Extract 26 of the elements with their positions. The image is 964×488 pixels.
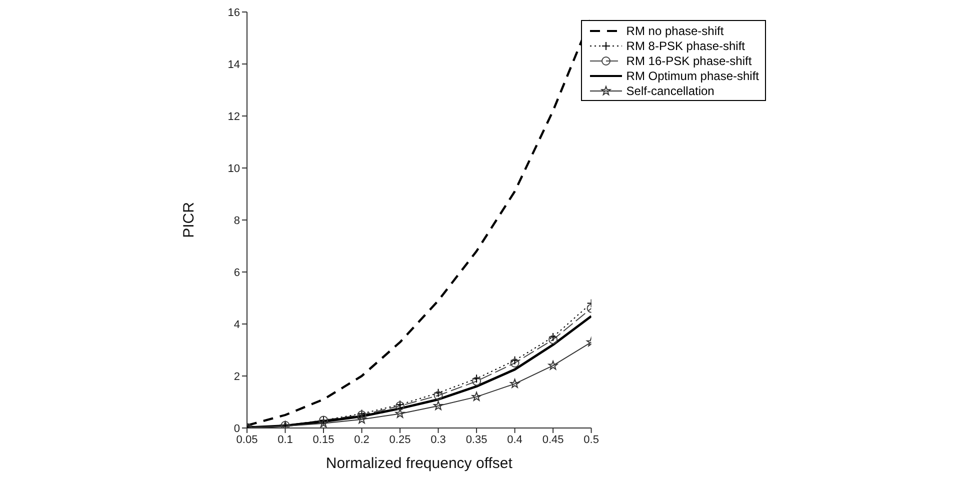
- legend-label: RM 16-PSK phase-shift: [626, 54, 752, 68]
- x-tick-label: 0.1: [278, 434, 293, 446]
- y-axis-title: PICR: [180, 202, 198, 238]
- y-tick-label: 16: [228, 6, 240, 19]
- x-tick-label: 0.25: [389, 434, 411, 446]
- y-tick-label: 6: [234, 266, 240, 279]
- legend-label: RM no phase-shift: [626, 24, 724, 38]
- x-tick-label: 0.05: [236, 434, 258, 446]
- y-tick-label: 8: [234, 214, 240, 227]
- legend-label: RM Optimum phase-shift: [626, 68, 759, 82]
- x-tick-label: 0.4: [507, 434, 522, 446]
- x-axis-title: Normalized frequency offset: [326, 455, 514, 472]
- y-tick-label: 12: [228, 110, 240, 123]
- legend-label: Self-cancellation: [626, 84, 714, 98]
- legend-label: RM 8-PSK phase-shift: [626, 38, 746, 52]
- x-tick-label: 0.2: [354, 434, 370, 446]
- x-tick-label: 0.5: [584, 434, 599, 446]
- x-tick-label: 0.35: [466, 434, 488, 446]
- y-tick-label: 2: [234, 370, 240, 383]
- y-tick-label: 4: [234, 318, 240, 331]
- y-tick-label: 14: [228, 58, 240, 71]
- x-tick-label: 0.15: [312, 434, 334, 446]
- x-tick-label: 0.3: [430, 434, 446, 446]
- x-tick-label: 0.45: [542, 434, 564, 446]
- y-tick-label: 10: [228, 162, 240, 175]
- y-tick-label: 0: [234, 422, 240, 435]
